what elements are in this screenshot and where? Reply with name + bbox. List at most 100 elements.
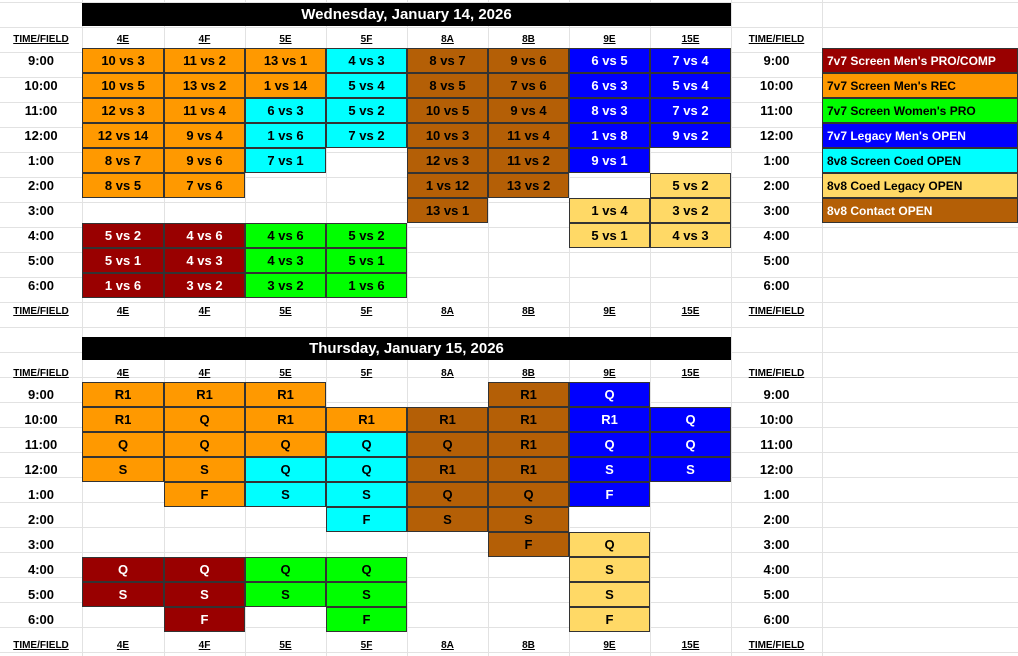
day2-game-slot[interactable]: F xyxy=(164,607,245,632)
day1-game-slot[interactable]: 1 vs 14 xyxy=(245,73,326,98)
day2-game-slot[interactable]: S xyxy=(82,582,164,607)
day1-game-slot[interactable]: 9 vs 6 xyxy=(164,148,245,173)
day1-game-slot[interactable]: 1 vs 6 xyxy=(326,273,407,298)
day1-game-slot[interactable]: 1 vs 6 xyxy=(245,123,326,148)
day2-game-slot[interactable]: F xyxy=(569,482,650,507)
day2-game-slot[interactable]: Q xyxy=(650,432,731,457)
day1-game-slot[interactable]: 9 vs 4 xyxy=(164,123,245,148)
day1-game-slot[interactable]: 4 vs 3 xyxy=(326,48,407,73)
day1-game-slot[interactable]: 11 vs 4 xyxy=(164,98,245,123)
day1-game-slot[interactable]: 3 vs 2 xyxy=(650,198,731,223)
day2-game-slot[interactable]: R1 xyxy=(164,382,245,407)
day2-game-slot[interactable]: F xyxy=(326,607,407,632)
day1-game-slot[interactable]: 6 vs 3 xyxy=(245,98,326,123)
day1-game-slot[interactable]: 13 vs 2 xyxy=(488,173,569,198)
day2-game-slot[interactable]: Q xyxy=(569,382,650,407)
day2-game-slot[interactable]: R1 xyxy=(245,382,326,407)
day1-game-slot[interactable]: 7 vs 4 xyxy=(650,48,731,73)
day1-game-slot[interactable]: 3 vs 2 xyxy=(164,273,245,298)
day1-game-slot[interactable]: 13 vs 1 xyxy=(407,198,488,223)
day2-game-slot[interactable]: R1 xyxy=(569,407,650,432)
day1-game-slot[interactable]: 11 vs 2 xyxy=(164,48,245,73)
day1-game-slot[interactable]: 1 vs 12 xyxy=(407,173,488,198)
day1-game-slot[interactable]: 13 vs 2 xyxy=(164,73,245,98)
day1-game-slot[interactable]: 9 vs 6 xyxy=(488,48,569,73)
day1-game-slot[interactable]: 10 vs 3 xyxy=(82,48,164,73)
day1-game-slot[interactable]: 8 vs 3 xyxy=(569,98,650,123)
day1-game-slot[interactable]: 11 vs 2 xyxy=(488,148,569,173)
day2-game-slot[interactable]: Q xyxy=(569,532,650,557)
day1-game-slot[interactable]: 5 vs 4 xyxy=(650,73,731,98)
day2-game-slot[interactable]: Q xyxy=(650,407,731,432)
day2-game-slot[interactable]: S xyxy=(164,457,245,482)
day2-game-slot[interactable]: R1 xyxy=(245,407,326,432)
day2-game-slot[interactable]: Q xyxy=(326,557,407,582)
day1-game-slot[interactable]: 8 vs 5 xyxy=(407,73,488,98)
day2-game-slot[interactable]: S xyxy=(488,507,569,532)
day1-game-slot[interactable]: 12 vs 14 xyxy=(82,123,164,148)
day2-game-slot[interactable]: R1 xyxy=(326,407,407,432)
day1-game-slot[interactable]: 7 vs 1 xyxy=(245,148,326,173)
day1-game-slot[interactable]: 8 vs 5 xyxy=(82,173,164,198)
day2-game-slot[interactable]: F xyxy=(326,507,407,532)
day2-game-slot[interactable]: F xyxy=(488,532,569,557)
day1-game-slot[interactable]: 10 vs 5 xyxy=(407,98,488,123)
day2-game-slot[interactable]: R1 xyxy=(82,382,164,407)
day2-game-slot[interactable]: Q xyxy=(82,432,164,457)
day1-game-slot[interactable]: 10 vs 5 xyxy=(82,73,164,98)
day2-game-slot[interactable]: Q xyxy=(82,557,164,582)
day2-game-slot[interactable]: R1 xyxy=(488,407,569,432)
day1-game-slot[interactable]: 7 vs 6 xyxy=(164,173,245,198)
day1-game-slot[interactable]: 9 vs 1 xyxy=(569,148,650,173)
day1-game-slot[interactable]: 9 vs 4 xyxy=(488,98,569,123)
day2-game-slot[interactable]: R1 xyxy=(488,432,569,457)
day2-game-slot[interactable]: S xyxy=(245,582,326,607)
day2-game-slot[interactable]: S xyxy=(569,557,650,582)
day2-game-slot[interactable]: R1 xyxy=(82,407,164,432)
day1-game-slot[interactable]: 5 vs 4 xyxy=(326,73,407,98)
day1-game-slot[interactable]: 6 vs 5 xyxy=(569,48,650,73)
day2-game-slot[interactable]: S xyxy=(650,457,731,482)
day2-game-slot[interactable]: Q xyxy=(164,407,245,432)
day1-game-slot[interactable]: 1 vs 4 xyxy=(569,198,650,223)
day2-game-slot[interactable]: S xyxy=(164,582,245,607)
day1-game-slot[interactable]: 6 vs 3 xyxy=(569,73,650,98)
day1-game-slot[interactable]: 5 vs 2 xyxy=(326,98,407,123)
day1-game-slot[interactable]: 12 vs 3 xyxy=(82,98,164,123)
day2-game-slot[interactable]: Q xyxy=(407,482,488,507)
day1-game-slot[interactable]: 7 vs 2 xyxy=(650,98,731,123)
day1-game-slot[interactable]: 5 vs 1 xyxy=(326,248,407,273)
day1-game-slot[interactable]: 5 vs 1 xyxy=(569,223,650,248)
day2-game-slot[interactable]: Q xyxy=(164,432,245,457)
day1-game-slot[interactable]: 1 vs 8 xyxy=(569,123,650,148)
day2-game-slot[interactable]: R1 xyxy=(407,457,488,482)
day1-game-slot[interactable]: 8 vs 7 xyxy=(82,148,164,173)
day1-game-slot[interactable]: 5 vs 2 xyxy=(326,223,407,248)
day1-game-slot[interactable]: 4 vs 3 xyxy=(245,248,326,273)
day2-game-slot[interactable]: F xyxy=(569,607,650,632)
day2-game-slot[interactable]: S xyxy=(569,457,650,482)
day2-game-slot[interactable]: Q xyxy=(164,557,245,582)
day1-game-slot[interactable]: 7 vs 6 xyxy=(488,73,569,98)
day1-game-slot[interactable]: 5 vs 2 xyxy=(650,173,731,198)
day1-game-slot[interactable]: 5 vs 2 xyxy=(82,223,164,248)
day1-game-slot[interactable]: 13 vs 1 xyxy=(245,48,326,73)
day2-game-slot[interactable]: S xyxy=(326,482,407,507)
day1-game-slot[interactable]: 5 vs 1 xyxy=(82,248,164,273)
day2-game-slot[interactable]: Q xyxy=(407,432,488,457)
day2-game-slot[interactable]: Q xyxy=(326,457,407,482)
day1-game-slot[interactable]: 4 vs 3 xyxy=(650,223,731,248)
day2-game-slot[interactable]: R1 xyxy=(488,382,569,407)
day1-game-slot[interactable]: 3 vs 2 xyxy=(245,273,326,298)
day2-game-slot[interactable]: Q xyxy=(488,482,569,507)
day1-game-slot[interactable]: 1 vs 6 xyxy=(82,273,164,298)
day1-game-slot[interactable]: 7 vs 2 xyxy=(326,123,407,148)
day1-game-slot[interactable]: 9 vs 2 xyxy=(650,123,731,148)
day2-game-slot[interactable]: Q xyxy=(245,457,326,482)
day2-game-slot[interactable]: S xyxy=(407,507,488,532)
day2-game-slot[interactable]: Q xyxy=(569,432,650,457)
day2-game-slot[interactable]: Q xyxy=(245,432,326,457)
day1-game-slot[interactable]: 11 vs 4 xyxy=(488,123,569,148)
day1-game-slot[interactable]: 4 vs 6 xyxy=(245,223,326,248)
day1-game-slot[interactable]: 12 vs 3 xyxy=(407,148,488,173)
